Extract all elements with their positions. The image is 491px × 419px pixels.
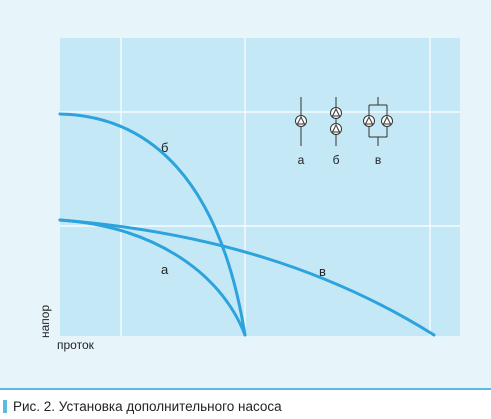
curve-b-label: б [161, 140, 168, 155]
curve-v-label: в [319, 264, 326, 279]
x-axis-label: проток [57, 338, 95, 352]
grid [60, 38, 460, 336]
curve-b [58, 112, 247, 337]
parallel-pumps-icon [363, 97, 393, 146]
legend-label-single: а [298, 153, 305, 167]
legend-label-parallel: в [375, 153, 381, 167]
pump-symbols-legend [295, 97, 393, 146]
curve-v [58, 218, 436, 337]
legend-label-series: б [333, 153, 340, 167]
caption-marker [3, 399, 7, 413]
single-pump-icon [295, 97, 307, 146]
series-pumps-icon [330, 97, 342, 146]
curve-a-label: а [161, 262, 169, 277]
pump-curves-diagram: б а в проток напор [38, 38, 460, 352]
caption-text: Рис. 2. Установка дополнительного насоса [13, 398, 282, 414]
figure-caption: Рис. 2. Установка дополнительного насоса [0, 397, 491, 415]
plot-area [60, 38, 460, 336]
y-axis-label: напор [38, 305, 52, 338]
